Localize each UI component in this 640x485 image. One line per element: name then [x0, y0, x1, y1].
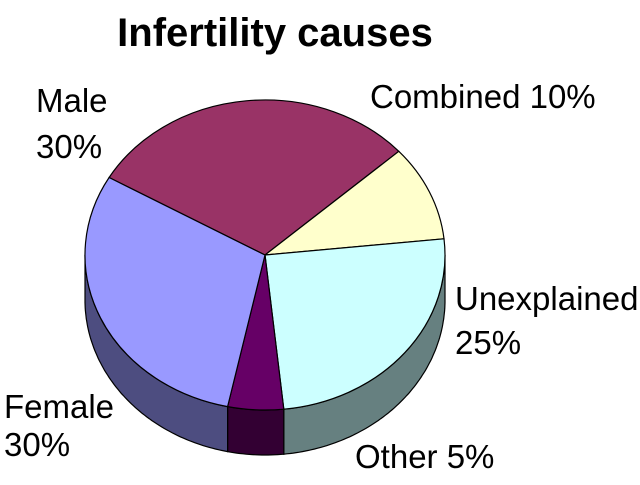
slice-male — [108, 99, 400, 256]
slice-label-female: Female 30% — [4, 388, 114, 463]
chart-title: Infertility causes — [117, 11, 433, 55]
slice-label-other: Other 5% — [355, 438, 494, 475]
slice-label-unexplained: Unexplained 25% — [455, 280, 638, 361]
slice-unexplained — [264, 238, 446, 410]
slice-combined — [263, 150, 445, 256]
slice-female — [84, 176, 266, 408]
pie-slices — [84, 99, 446, 411]
slice-label-line: Other 5% — [355, 438, 494, 475]
slice-label-line: Male — [36, 82, 108, 119]
slice-side-other — [227, 405, 285, 456]
slice-label-combined: Combined 10% — [370, 78, 596, 115]
slice-label-line: 30% — [36, 128, 102, 165]
slice-label-line: Female — [4, 388, 114, 425]
slice-label-line: 30% — [4, 426, 70, 463]
slice-label-line: 25% — [455, 324, 521, 361]
slice-label-line: Combined 10% — [370, 78, 596, 115]
slice-labels: Male 30% Combined 10% Unexplained 25% Other 5… — [4, 78, 638, 475]
slice-label-line: Unexplained — [455, 280, 638, 317]
slice-label-male: Male 30% — [36, 82, 108, 165]
